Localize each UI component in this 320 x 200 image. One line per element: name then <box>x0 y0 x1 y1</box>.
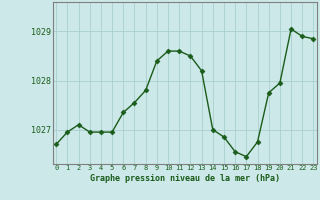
X-axis label: Graphe pression niveau de la mer (hPa): Graphe pression niveau de la mer (hPa) <box>90 174 280 183</box>
